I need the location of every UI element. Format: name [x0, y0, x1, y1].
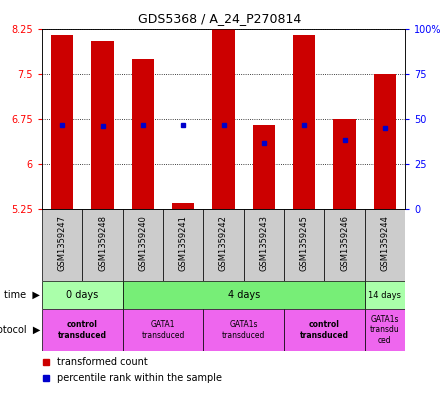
Text: GATA1
transduced: GATA1 transduced	[141, 320, 185, 340]
Text: GSM1359246: GSM1359246	[340, 215, 349, 271]
Bar	[293, 35, 315, 209]
Bar	[123, 309, 203, 351]
Text: GSM1359247: GSM1359247	[58, 215, 67, 271]
Bar	[42, 209, 82, 281]
Text: GDS5368 / A_24_P270814: GDS5368 / A_24_P270814	[138, 13, 302, 26]
Bar	[365, 309, 405, 351]
Bar	[42, 281, 123, 309]
Text: GSM1359242: GSM1359242	[219, 215, 228, 271]
Bar	[284, 209, 324, 281]
Bar	[213, 23, 235, 209]
Bar	[284, 309, 365, 351]
Text: GSM1359243: GSM1359243	[259, 215, 268, 271]
Bar	[365, 209, 405, 281]
Text: GSM1359244: GSM1359244	[380, 215, 389, 271]
Bar	[163, 209, 203, 281]
Bar	[172, 203, 194, 209]
Bar	[203, 309, 284, 351]
Bar	[253, 125, 275, 209]
Bar	[365, 281, 405, 309]
Text: 14 days: 14 days	[368, 290, 401, 299]
Text: percentile rank within the sample: percentile rank within the sample	[56, 373, 221, 383]
Bar	[132, 59, 154, 209]
Bar	[203, 209, 244, 281]
Text: time  ▶: time ▶	[4, 290, 40, 300]
Bar	[374, 74, 396, 209]
Text: GSM1359248: GSM1359248	[98, 215, 107, 271]
Text: protocol  ▶: protocol ▶	[0, 325, 40, 335]
Bar	[92, 41, 114, 209]
Text: 4 days: 4 days	[227, 290, 260, 300]
Bar	[123, 281, 365, 309]
Bar	[42, 309, 123, 351]
Text: control
transduced: control transduced	[300, 320, 349, 340]
Bar	[82, 209, 123, 281]
Text: transformed count: transformed count	[56, 356, 147, 367]
Text: GSM1359241: GSM1359241	[179, 215, 188, 271]
Bar	[244, 209, 284, 281]
Text: GATA1s
transdu
ced: GATA1s transdu ced	[370, 315, 400, 345]
Text: GSM1359240: GSM1359240	[138, 215, 147, 271]
Text: 0 days: 0 days	[66, 290, 99, 300]
Bar	[123, 209, 163, 281]
Text: GATA1s
transduced: GATA1s transduced	[222, 320, 265, 340]
Bar	[324, 209, 365, 281]
Text: control
transduced: control transduced	[58, 320, 107, 340]
Bar	[51, 35, 73, 209]
Bar	[334, 119, 356, 209]
Text: GSM1359245: GSM1359245	[300, 215, 309, 271]
